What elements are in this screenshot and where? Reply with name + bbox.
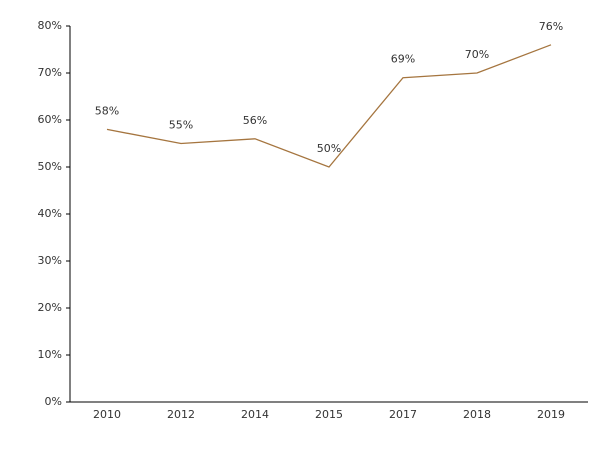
x-tick-label: 2012 (167, 408, 195, 421)
y-tick-label: 10% (38, 348, 62, 361)
value-label: 69% (391, 53, 415, 66)
value-label: 55% (169, 119, 193, 132)
value-label: 50% (317, 142, 341, 155)
value-label: 58% (95, 104, 119, 117)
line (106, 44, 552, 168)
y-tick-label: 50% (38, 160, 62, 173)
value-label: 76% (539, 20, 563, 33)
x-tick-label: 2014 (241, 408, 269, 421)
y-tick-label: 60% (38, 113, 62, 126)
x-tick-label: 2015 (315, 408, 343, 421)
y-tick-label: 70% (38, 66, 62, 79)
value-label: 70% (465, 48, 489, 61)
y-tick-label: 30% (38, 254, 62, 267)
x-tick-label: 2018 (463, 408, 491, 421)
x-tick-label: 2019 (537, 408, 565, 421)
x-tick-label: 2017 (389, 408, 417, 421)
value-label: 56% (243, 114, 267, 127)
y-tick-label: 40% (38, 207, 62, 220)
y-tick-label: 20% (38, 301, 62, 314)
x-tick-label: 2010 (93, 408, 121, 421)
y-tick-label: 0% (45, 395, 62, 408)
y-tick-label: 80% (38, 19, 62, 32)
